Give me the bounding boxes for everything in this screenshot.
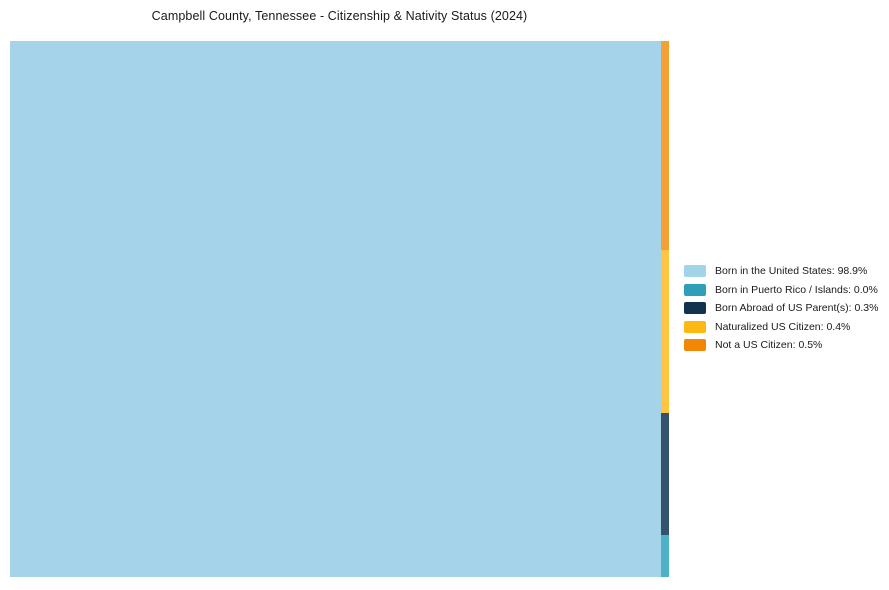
legend-label: Not a US Citizen: 0.5% bbox=[715, 339, 823, 352]
legend-swatch bbox=[684, 302, 706, 315]
treemap-plot bbox=[10, 41, 669, 577]
legend: Born in the United States: 98.9% Born in … bbox=[684, 265, 879, 352]
treemap-cell[interactable] bbox=[661, 250, 669, 413]
treemap-cell[interactable] bbox=[661, 413, 669, 535]
legend-swatch bbox=[684, 283, 706, 296]
legend-item[interactable]: Born in Puerto Rico / Islands: 0.0% bbox=[684, 283, 878, 296]
treemap-cell[interactable] bbox=[661, 41, 669, 250]
legend-label: Born Abroad of US Parent(s): 0.3% bbox=[715, 302, 879, 315]
legend-swatch bbox=[684, 265, 706, 277]
legend-swatch bbox=[684, 339, 706, 352]
legend-item[interactable]: Born Abroad of US Parent(s): 0.3% bbox=[684, 302, 879, 315]
chart-title: Campbell County, Tennessee - Citizenship… bbox=[151, 9, 528, 23]
treemap-cell[interactable] bbox=[661, 535, 669, 577]
legend-item[interactable]: Naturalized US Citizen: 0.4% bbox=[684, 320, 878, 333]
treemap-cell[interactable] bbox=[10, 41, 661, 577]
legend-swatch bbox=[684, 320, 706, 333]
legend-item[interactable]: Born in the United States: 98.9% bbox=[684, 265, 878, 277]
legend-label: Born in Puerto Rico / Islands: 0.0% bbox=[715, 283, 878, 296]
legend-label: Naturalized US Citizen: 0.4% bbox=[715, 320, 851, 333]
legend-item[interactable]: Not a US Citizen: 0.5% bbox=[684, 339, 878, 352]
legend-label: Born in the United States: 98.9% bbox=[715, 265, 868, 277]
